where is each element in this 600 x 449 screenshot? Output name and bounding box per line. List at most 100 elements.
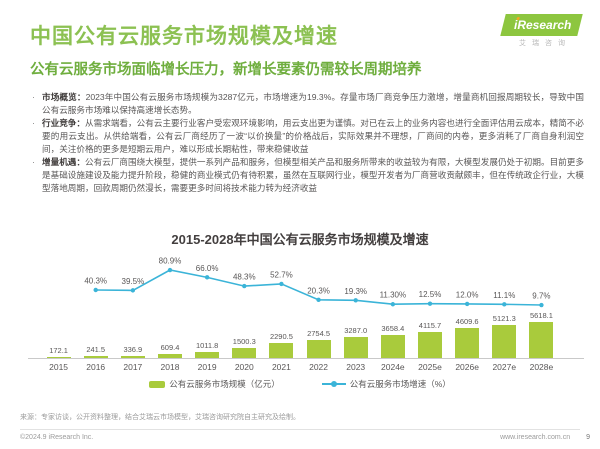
bar-value-label: 1500.3 <box>232 337 256 347</box>
x-axis-label: 2028e <box>529 362 554 372</box>
bar-value-label: 172.1 <box>49 345 68 355</box>
bar-2027e <box>492 325 517 358</box>
x-axis-label: 2026e <box>455 362 479 372</box>
bar-2015 <box>46 356 71 358</box>
legend-bar-swatch <box>149 380 166 388</box>
x-axis-label: 2019 <box>197 362 217 372</box>
legend-item-market-size: 公有云服务市场规模（亿元） <box>149 378 280 390</box>
bar-2021 <box>269 343 294 358</box>
website-text: www.iresearch.com.cn <box>500 434 571 441</box>
x-axis-line <box>28 358 584 359</box>
bar-2023 <box>343 336 368 358</box>
growth-value-label: 11.30% <box>380 291 407 300</box>
legend-line-dot <box>330 381 337 387</box>
bullet-incremental-opportunity: 增量机遇：公有云厂商围绕大模型，提供一系列产品和服务，但模型相关产品和服务所带来… <box>30 156 584 195</box>
bar-2022 <box>306 340 331 358</box>
bullet-text: 2023年中国公有云服务市场规模为3287亿元，市场增速为19.3%。存量市场厂… <box>42 92 584 115</box>
x-axis-label: 2015 <box>49 362 69 372</box>
bullet-text: 从需求端看，公有云主要行业客户受宏观环境影响，用云支出更为谨慎。对已在云上的业务… <box>42 118 584 154</box>
x-axis-label: 2021 <box>271 362 291 372</box>
growth-value-label: 48.3% <box>233 273 256 282</box>
x-axis-label: 2025e <box>418 362 442 372</box>
bar-value-label: 4115.7 <box>418 320 442 330</box>
bullet-label: 行业竞争： <box>42 118 86 128</box>
growth-point <box>93 287 98 293</box>
legend-label: 公有云服务市场增速（%） <box>349 379 451 389</box>
bar-2016 <box>83 356 108 358</box>
growth-point <box>167 267 173 273</box>
growth-point <box>242 283 247 289</box>
x-axis-label: 2027e <box>492 362 517 372</box>
x-axis-label: 2024e <box>381 362 405 372</box>
growth-line-layer: 40.3% 39.5% 80.9% 66.0% 48.3% 52.7% 20.3% 19.3%… <box>84 257 551 308</box>
bullet-industry-competition: 行业竞争：从需求端看，公有云主要行业客户受宏观环境影响，用云支出更为谨慎。对已在… <box>30 117 584 156</box>
growth-value-label: 20.3% <box>307 286 330 295</box>
bar-2017 <box>120 355 145 358</box>
page-title: 中国公有云服务市场规模及增速 <box>30 25 338 48</box>
legend-item-growth-rate: 公有云服务市场增速（%） <box>321 378 451 390</box>
x-axis-label: 2020 <box>234 362 254 372</box>
growth-value-label: 39.5% <box>122 277 145 286</box>
bar-value-label: 3287.0 <box>344 325 368 335</box>
bar-2019 <box>195 351 220 358</box>
summary-bullet-list: 市场概览：2023年中国公有云服务市场规模为3287亿元，市场增速为19.3%。… <box>30 91 584 195</box>
growth-value-label: 52.7% <box>270 270 293 279</box>
chart-title: 2015-2028年中国公有云服务市场规模及增速 <box>171 232 429 247</box>
bar-value-label: 1011.8 <box>195 340 219 350</box>
growth-point <box>353 298 358 303</box>
growth-point <box>502 302 507 307</box>
growth-value-label: 19.3% <box>344 287 367 296</box>
bullet-market-overview: 市场概览：2023年中国公有云服务市场规模为3287亿元，市场增速为19.3%。… <box>30 91 584 117</box>
bar-value-label: 2754.5 <box>307 329 331 339</box>
growth-value-label: 66.0% <box>196 264 219 273</box>
growth-point <box>204 275 210 280</box>
growth-point <box>279 281 284 287</box>
x-axis-label: 2018 <box>160 362 180 372</box>
page-number: 9 <box>586 434 590 441</box>
growth-point <box>427 301 433 306</box>
x-axis-label: 2017 <box>123 362 143 372</box>
bar-value-label: 336.9 <box>123 344 143 354</box>
logo-brand-chinese: 艾瑞咨询 <box>519 40 571 47</box>
bar-value-label: 2290.5 <box>269 332 293 342</box>
bar-value-label: 609.4 <box>160 343 180 353</box>
legend-line-swatch <box>321 381 346 387</box>
bar-2024e <box>380 334 405 358</box>
bullet-label: 市场概览： <box>42 92 86 102</box>
growth-point <box>390 302 396 307</box>
legend-label: 公有云服务市场规模（亿元） <box>169 379 280 389</box>
bullet-text: 公有云厂商围绕大模型，提供一系列产品和服务，但模型相关产品和服务所带来的收益较为… <box>42 157 584 193</box>
x-axis-label: 2023 <box>346 362 366 372</box>
bar-value-label: 5121.3 <box>492 314 516 324</box>
growth-point <box>316 297 321 303</box>
combo-chart-plot: 40.3% 39.5% 80.9% 66.0% 48.3% 52.7% 20.3% 19.3%… <box>28 248 584 374</box>
bar-2028e <box>529 322 554 358</box>
bar-value-label: 3658.4 <box>381 323 405 333</box>
growth-value-label: 11.1% <box>493 291 515 300</box>
copyright-text: ©2024.9 iResearch Inc. <box>20 434 94 441</box>
bar-2026e <box>455 328 480 358</box>
logo-banner: iResearch <box>500 14 584 36</box>
bar-2018 <box>158 354 182 358</box>
footer: ©2024.9 iResearch Inc. www.iresearch.com… <box>20 434 590 441</box>
growth-value-label: 80.9% <box>159 257 182 266</box>
footer-divider <box>20 429 580 430</box>
bar-value-label: 241.5 <box>86 345 106 355</box>
growth-value-label: 40.3% <box>84 276 107 285</box>
bar-value-label: 4609.6 <box>455 317 479 327</box>
x-axis-label: 2016 <box>86 362 106 372</box>
logo-brand-text: iResearch <box>514 18 572 32</box>
bar-value-label: 5618.1 <box>529 311 553 320</box>
growth-point <box>130 288 136 293</box>
bar-2020 <box>232 348 257 358</box>
growth-value-label: 12.5% <box>419 290 442 299</box>
x-axis-label: 2022 <box>309 362 329 372</box>
bar-2025e <box>418 331 442 358</box>
chart-legend: 公有云服务市场规模（亿元） 公有云服务市场增速（%） <box>0 378 600 390</box>
growth-value-label: 9.7% <box>532 292 550 301</box>
growth-value-label: 12.0% <box>456 290 479 299</box>
source-note: 来源：专家访谈，公开资料整理，结合艾瑞云市场模型，艾瑞咨询研究院自主研究及绘制。 <box>20 414 300 421</box>
growth-point <box>539 302 544 308</box>
growth-point <box>464 301 470 307</box>
